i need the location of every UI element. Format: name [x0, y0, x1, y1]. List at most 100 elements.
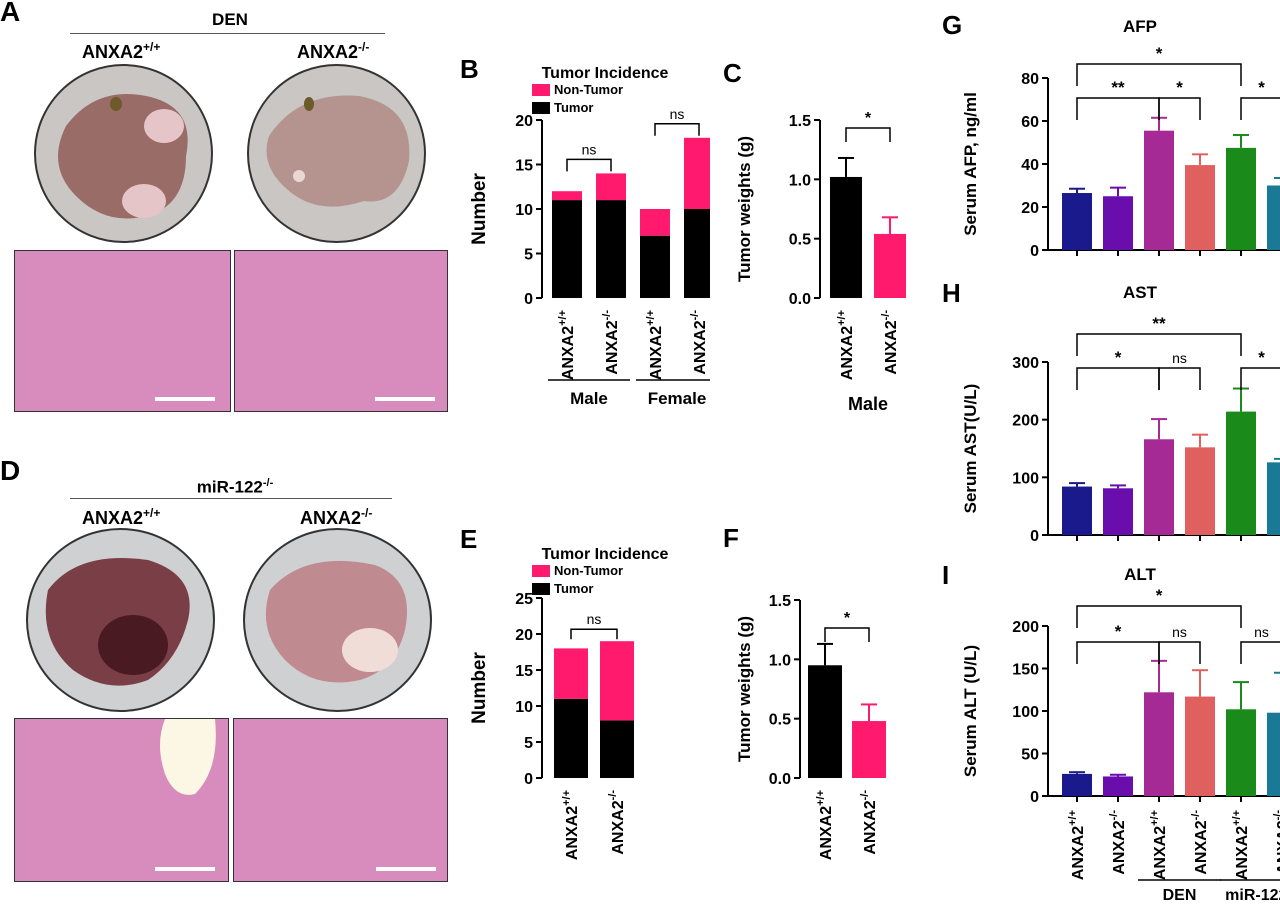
liver-shape-wt-mir122 — [45, 558, 190, 686]
panel-letter-b: B — [460, 54, 479, 84]
panel-letter-d: D — [0, 455, 21, 486]
panel-letter-h: H — [942, 278, 961, 308]
panel-d-genotype-ko: ANXA2-/- — [300, 506, 373, 528]
y-tick-label: 20 — [515, 627, 533, 644]
liver-photo-wt-den — [34, 64, 213, 243]
significance-label: * — [1115, 622, 1122, 641]
y-tick-label: 0 — [524, 771, 533, 788]
legend-swatch — [532, 102, 550, 114]
significance-label: ns — [587, 611, 602, 627]
x-tick-label: ANXA2+/+ — [1231, 810, 1251, 880]
bar-value — [1267, 712, 1280, 796]
y-tick-label: 80 — [1021, 71, 1039, 88]
bar-non-tumor — [552, 191, 582, 201]
chart-c-tumor-weights: C 0.0 0.5 1.0 1.5 Tumor weights (g) ANXA2+/+ AN… — [723, 58, 906, 414]
y-tick-label: 15 — [515, 158, 533, 175]
significance-label: * — [1258, 348, 1265, 367]
significance-label: ** — [1152, 314, 1166, 333]
legend-label: Non-Tumor — [554, 563, 623, 578]
y-tick-label: 0 — [524, 291, 533, 308]
scale-bar — [155, 867, 215, 871]
significance-label: ns — [1172, 624, 1187, 640]
panel-d-divider — [70, 498, 392, 499]
legend-swatch — [532, 84, 550, 96]
significance-bracket — [1240, 367, 1280, 390]
x-tick-label: ANXA2-/- — [859, 790, 879, 855]
bar-tumor — [684, 209, 710, 298]
group-label: Male — [570, 389, 608, 408]
bar-value — [874, 233, 906, 298]
bar-value — [1103, 488, 1133, 535]
y-axis-label: Number — [469, 652, 490, 724]
significance-bracket — [1076, 63, 1242, 86]
panel-letter-i: I — [942, 560, 949, 590]
significance-label: ns — [582, 141, 597, 157]
y-tick-label: 0.5 — [789, 232, 811, 249]
chart-title: ALT — [1124, 565, 1156, 584]
bar-value — [1062, 193, 1092, 250]
panel-letter-g: G — [942, 10, 962, 40]
significance-label: * — [1176, 78, 1183, 97]
vessel-lumen — [160, 719, 216, 795]
y-tick-label: 5 — [524, 247, 533, 264]
y-tick-label: 0.0 — [769, 771, 791, 788]
x-tick-label: ANXA2+/+ — [557, 310, 577, 380]
x-tick-label: ANXA2-/- — [607, 790, 627, 855]
significance-bracket — [654, 123, 700, 136]
liver-photo-ko-den — [247, 64, 426, 243]
significance-label: ns — [1172, 350, 1187, 366]
x-tick-label: ANXA2+/+ — [561, 790, 581, 860]
significance-bracket — [824, 627, 870, 642]
bar-value — [1144, 692, 1174, 796]
liver-photo-ko-mir122 — [243, 528, 432, 712]
bar-non-tumor — [640, 209, 670, 236]
bar-value — [830, 176, 862, 298]
significance-bracket — [1240, 641, 1280, 664]
y-tick-label: 0.0 — [789, 291, 811, 308]
significance-bracket — [1076, 605, 1242, 628]
x-tick-label: ANXA2-/- — [1108, 810, 1128, 875]
significance-bracket — [1240, 97, 1280, 120]
y-tick-label: 1.5 — [769, 593, 791, 610]
significance-bracket — [1076, 367, 1160, 390]
liver-photo-wt-mir122 — [26, 528, 215, 712]
significance-label: ** — [1111, 78, 1125, 97]
y-tick-label: 20 — [515, 113, 533, 130]
significance-bracket — [1158, 97, 1201, 120]
significance-label: * — [844, 610, 851, 627]
panel-letter-a: A — [0, 0, 21, 27]
group-label: DEN — [1163, 887, 1197, 904]
bar-value — [1062, 773, 1092, 796]
significance-bracket — [1076, 333, 1242, 356]
significance-label: ns — [670, 106, 685, 122]
liver-shape-wt-den — [58, 94, 188, 219]
y-tick-label: 10 — [515, 202, 533, 219]
significance-bracket — [1076, 641, 1160, 664]
histology-ko-den — [234, 250, 448, 412]
y-tick-label: 1.5 — [789, 113, 811, 130]
bar-value — [852, 721, 886, 778]
y-tick-label: 50 — [1021, 747, 1039, 764]
y-axis-label: Tumor weights (g) — [735, 136, 754, 282]
y-tick-label: 200 — [1012, 413, 1039, 430]
y-tick-label: 150 — [1012, 662, 1039, 679]
y-tick-label: 1.0 — [769, 652, 791, 669]
y-tick-label: 60 — [1021, 114, 1039, 131]
group-label: Female — [648, 389, 707, 408]
histology-wt-mir122 — [14, 718, 229, 882]
histology-ko-mir122 — [233, 718, 448, 882]
bar-value — [1062, 486, 1092, 535]
chart-f-tumor-weights: F 0.0 0.5 1.0 1.5 Tumor weights (g) ANXA2+/+ AN… — [723, 523, 886, 860]
y-tick-label: 15 — [515, 663, 533, 680]
y-axis-label: Tumor weights (g) — [735, 616, 754, 762]
y-tick-label: 40 — [1021, 157, 1039, 174]
y-tick-label: 100 — [1012, 704, 1039, 721]
chart-i-alt: I ALT 0 50 100 150 200 Serum ALT (U/L) ANXA2+/+ A… — [942, 560, 1280, 904]
significance-label: * — [1156, 44, 1163, 63]
histology-wt-den — [14, 250, 231, 412]
y-axis-label: Serum AFP, ng/ml — [961, 92, 980, 236]
y-axis-label: Serum AST(U/L) — [961, 384, 980, 514]
scale-bar — [155, 397, 215, 401]
